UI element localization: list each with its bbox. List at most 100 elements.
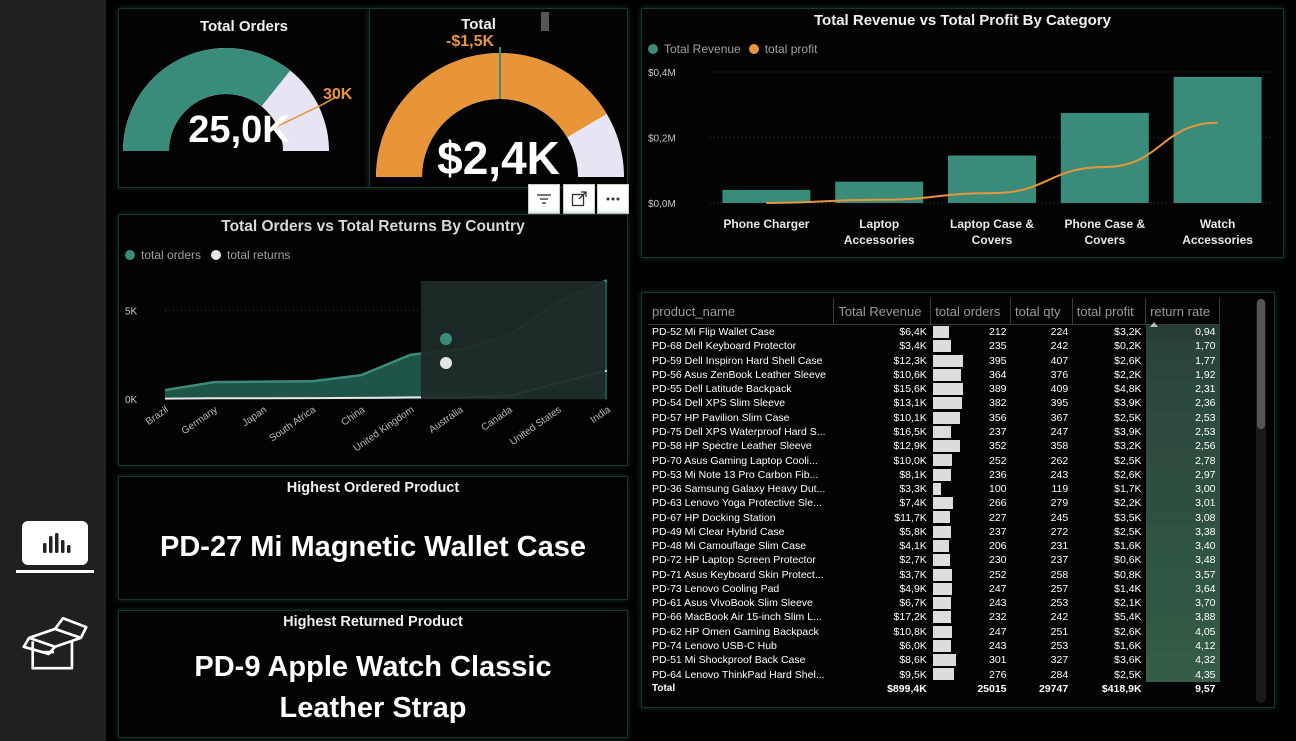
total-revenue: $899,4K bbox=[887, 682, 927, 695]
column-header[interactable]: total profit bbox=[1072, 298, 1147, 325]
cell-qty: 279 bbox=[1050, 497, 1069, 510]
table-row[interactable]: PD-72 HP Laptop Screen Protector $2,7K 230… bbox=[648, 553, 1220, 568]
nav-active-indicator bbox=[16, 570, 94, 573]
orders-value: 395 bbox=[989, 354, 1007, 367]
orders-value: 227 bbox=[989, 511, 1007, 524]
table-row[interactable]: PD-71 Asus Keyboard Skin Protect... $3,7K… bbox=[648, 567, 1220, 582]
total-profit-gauge-card[interactable]: Total -$1,5K $2,4K bbox=[369, 8, 628, 188]
table-row[interactable]: PD-62 HP Omen Gaming Backpack $10,8K 247 25… bbox=[648, 624, 1220, 639]
cell-revenue: $8,6K bbox=[899, 654, 927, 667]
table-row[interactable]: PD-64 Lenovo ThinkPad Hard Shel... $9,5K 2… bbox=[648, 667, 1220, 682]
cell-revenue: $10,8K bbox=[893, 625, 927, 638]
table-row[interactable]: PD-58 HP Spectre Leather Sleeve $12,9K 352… bbox=[648, 439, 1220, 454]
cell-orders: 247 bbox=[931, 625, 1011, 639]
cell-qty: 253 bbox=[1050, 597, 1069, 610]
x-tick-label: Laptop Case & bbox=[950, 217, 1034, 231]
legend-label: total orders bbox=[141, 248, 202, 262]
bar-chart-icon bbox=[43, 533, 71, 553]
table-row[interactable]: PD-67 HP Docking Station $11,7K 227 245 $3,5… bbox=[648, 510, 1220, 525]
orders-value: 232 bbox=[989, 611, 1007, 624]
cell-return-rate: 4,32 bbox=[1145, 653, 1220, 668]
total-orders-gauge-card[interactable]: Total Orders 30K 25,0K bbox=[118, 8, 370, 188]
table-row[interactable]: PD-53 Mi Note 13 Pro Carbon Fib... $8,1K 2… bbox=[648, 467, 1220, 482]
cell-revenue: $3,3K bbox=[899, 483, 927, 496]
cell-orders: 252 bbox=[931, 453, 1011, 467]
table-row[interactable]: PD-52 Mi Flip Wallet Case $6,4K 212 224 $3,2… bbox=[648, 324, 1220, 340]
table-row[interactable]: PD-66 MacBook Air 15-inch Slim L... $17,2… bbox=[648, 610, 1220, 625]
table-row[interactable]: PD-36 Samsung Galaxy Heavy Dut... $3,3K 10… bbox=[648, 481, 1220, 497]
cell-product-name: PD-52 Mi Flip Wallet Case bbox=[652, 326, 775, 339]
scroll-thumb[interactable] bbox=[541, 12, 549, 31]
gauge-target-label: 30K bbox=[323, 86, 353, 103]
cell-profit: $3,2K bbox=[1114, 440, 1142, 453]
cell-return-rate: 3,70 bbox=[1145, 596, 1220, 611]
cell-product-name: PD-70 Asus Gaming Laptop Cooli... bbox=[652, 454, 818, 467]
nav-products-button[interactable] bbox=[22, 612, 88, 678]
chart-legend: Total Revenue total profit bbox=[648, 42, 817, 56]
column-header[interactable]: total qty bbox=[1010, 298, 1073, 325]
column-header[interactable]: return rate bbox=[1145, 298, 1220, 327]
orders-data-bar bbox=[932, 597, 951, 610]
focus-mode-button[interactable] bbox=[563, 184, 595, 214]
cell-revenue: $8,1K bbox=[899, 468, 927, 481]
cell-orders: 243 bbox=[931, 639, 1011, 653]
orders-data-bar bbox=[932, 654, 956, 667]
orders-value: 237 bbox=[989, 425, 1007, 438]
cell-revenue: $17,2K bbox=[893, 611, 927, 624]
table-row[interactable]: PD-70 Asus Gaming Laptop Cooli... $10,0K 2… bbox=[648, 453, 1220, 468]
revenue-bar-plot: $0,0M $0,2M $0,4M Phone Charger Laptop Access… bbox=[648, 68, 1274, 247]
more-options-button[interactable] bbox=[597, 184, 629, 214]
cell-product-name: PD-49 Mi Clear Hybrid Case bbox=[652, 525, 785, 538]
table-row[interactable]: PD-74 Lenovo USB-C Hub $6,0K 243 253 $1,6K 4,… bbox=[648, 638, 1220, 654]
revenue-profit-category-chart[interactable]: Total Revenue vs Total Profit By Categor… bbox=[641, 8, 1284, 258]
table-row[interactable]: PD-56 Asus ZenBook Leather Sleeve $10,6K 3… bbox=[648, 367, 1220, 383]
cell-qty: 258 bbox=[1050, 568, 1069, 581]
orders-value: 243 bbox=[989, 597, 1007, 610]
cell-product-name: PD-75 Dell XPS Waterproof Hard S... bbox=[652, 425, 826, 438]
table-row[interactable]: PD-61 Asus VivoBook Slim Sleeve $6,7K 243 2… bbox=[648, 596, 1220, 611]
product-table-card[interactable]: product_name Total Revenue total orders tot… bbox=[641, 292, 1275, 708]
table-row[interactable]: PD-48 Mi Camouflage Slim Case $4,1K 206 231… bbox=[648, 538, 1220, 554]
orders-data-bar bbox=[932, 468, 951, 481]
table-row[interactable]: PD-51 Mi Shockproof Back Case $8,6K 301 327… bbox=[648, 653, 1220, 668]
table-row[interactable]: PD-57 HP Pavilion Slim Case $10,1K 356 367 $… bbox=[648, 410, 1220, 425]
product-table: product_name Total Revenue total orders tot… bbox=[648, 298, 1220, 696]
x-tick-label: Phone Charger bbox=[723, 217, 809, 231]
table-row[interactable]: PD-54 Dell XPS Slim Sleeve $13,1K 382 395 $3… bbox=[648, 396, 1220, 411]
nav-dashboard-button[interactable] bbox=[22, 521, 88, 565]
gauge-title: Total bbox=[461, 16, 496, 33]
column-header[interactable]: product_name bbox=[648, 298, 835, 325]
cell-product-name: PD-74 Lenovo USB-C Hub bbox=[652, 639, 777, 652]
cell-profit: $2,5K bbox=[1114, 411, 1142, 424]
tooltip-returns-dot bbox=[440, 357, 452, 369]
card-title: Highest Ordered Product bbox=[286, 480, 460, 496]
column-header[interactable]: total orders bbox=[930, 298, 1012, 325]
x-tick-label: Canada bbox=[479, 404, 514, 433]
table-row[interactable]: PD-75 Dell XPS Waterproof Hard S... $16,5… bbox=[648, 424, 1220, 440]
table-row[interactable]: PD-68 Dell Keyboard Protector $3,4K 235 242… bbox=[648, 339, 1220, 354]
cell-profit: $2,2K bbox=[1114, 368, 1142, 381]
cell-return-rate: 2,78 bbox=[1145, 453, 1220, 468]
table-row[interactable]: PD-59 Dell Inspiron Hard Shell Case $12,3… bbox=[648, 353, 1220, 368]
cell-product-name: PD-59 Dell Inspiron Hard Shell Case bbox=[652, 354, 823, 367]
table-row[interactable]: PD-55 Dell Latitude Backpack $15,6K 389 409… bbox=[648, 382, 1220, 397]
table-row[interactable]: PD-49 Mi Clear Hybrid Case $5,8K 237 272 $2,… bbox=[648, 524, 1220, 539]
cell-revenue: $5,8K bbox=[899, 525, 927, 538]
cell-revenue: $3,7K bbox=[899, 568, 927, 581]
cell-profit: $1,6K bbox=[1114, 639, 1142, 652]
table-scrollbar[interactable] bbox=[1256, 299, 1266, 703]
table-row[interactable]: PD-73 Lenovo Cooling Pad $4,9K 247 257 $1,4K… bbox=[648, 581, 1220, 597]
orders-data-bar bbox=[932, 497, 953, 510]
table-scroll-thumb[interactable] bbox=[1257, 299, 1265, 429]
table-row[interactable]: PD-63 Lenovo Yoga Protective Sle... $7,4K… bbox=[648, 496, 1220, 511]
gauge-target-label: -$1,5K bbox=[446, 33, 495, 50]
cell-qty: 119 bbox=[1051, 483, 1069, 496]
orders-value: 230 bbox=[989, 554, 1007, 567]
orders-returns-country-chart[interactable]: Total Orders vs Total Returns By Country… bbox=[118, 214, 628, 466]
cell-profit: $2,1K bbox=[1114, 597, 1142, 610]
cell-profit: $3,2K bbox=[1114, 326, 1142, 339]
filter-button[interactable] bbox=[528, 184, 560, 214]
cell-profit: $5,4K bbox=[1114, 611, 1142, 624]
total-profit: $418,9K bbox=[1101, 682, 1142, 695]
column-header[interactable]: Total Revenue bbox=[833, 298, 932, 325]
